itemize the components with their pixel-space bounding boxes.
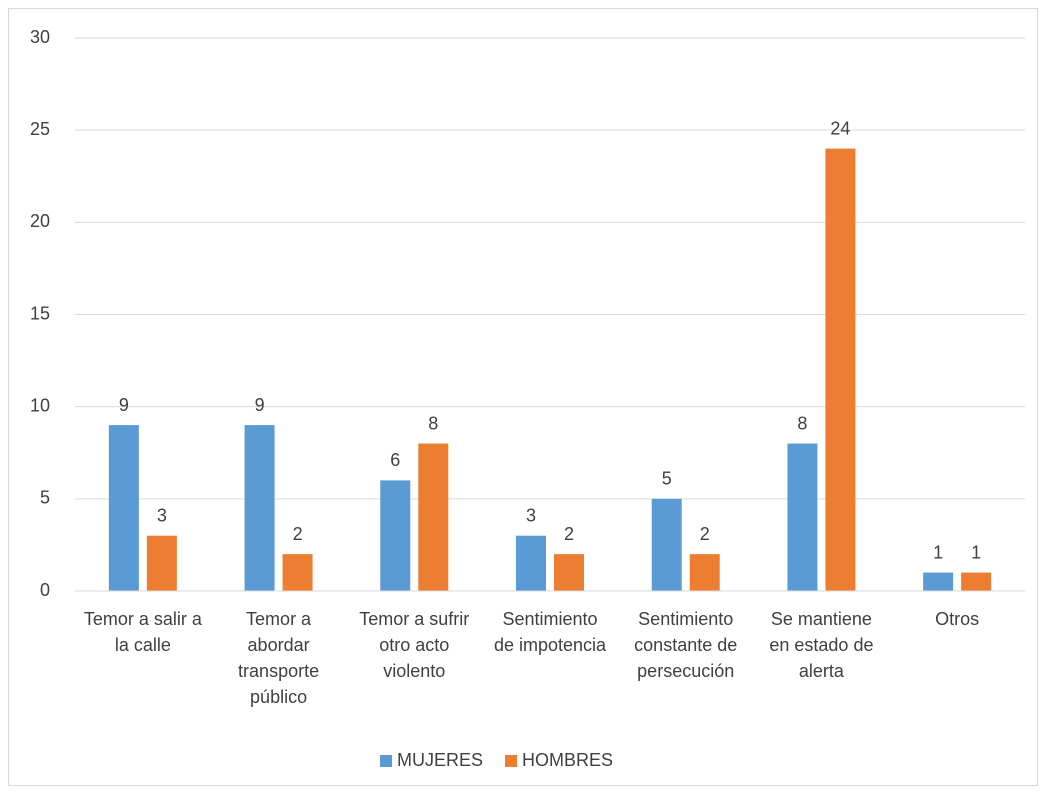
data-label: 5 <box>662 469 672 489</box>
x-tick-line: la calle <box>115 635 171 655</box>
x-tick-label: Otros <box>935 609 979 629</box>
legend-swatch <box>380 755 392 767</box>
x-tick-line: público <box>250 687 307 707</box>
y-tick-label: 10 <box>30 395 50 415</box>
bar <box>825 148 856 591</box>
bar <box>418 443 449 591</box>
bar <box>554 554 584 591</box>
x-tick-line: transporte <box>238 661 319 681</box>
y-tick-label: 0 <box>40 580 50 600</box>
bar <box>961 572 992 591</box>
x-tick-line: persecución <box>637 661 734 681</box>
x-tick-line: otro acto <box>379 635 449 655</box>
chart-border <box>8 8 1038 786</box>
x-tick-label: Sentimiento de impotencia <box>494 609 607 655</box>
data-label: 1 <box>971 542 981 562</box>
bar <box>651 498 682 591</box>
data-label: 6 <box>390 450 400 470</box>
x-tick-line: Temor a sufrir <box>359 609 469 629</box>
bar <box>689 554 720 591</box>
x-tick-line: Se mantiene <box>771 609 872 629</box>
x-tick-line: Sentimiento <box>638 609 733 629</box>
data-label: 8 <box>797 413 807 433</box>
y-tick-label: 5 <box>40 488 50 508</box>
y-tick-label: 15 <box>30 303 50 323</box>
x-tick-line: Temor a <box>246 609 312 629</box>
bar <box>244 425 275 591</box>
bar <box>516 535 546 591</box>
data-label: 1 <box>933 542 943 562</box>
data-label: 24 <box>830 118 850 138</box>
data-label: 9 <box>255 395 265 415</box>
x-tick-line: violento <box>383 661 445 681</box>
x-tick-label: Se mantiene en estado de alerta <box>769 609 873 681</box>
data-label: 8 <box>428 413 438 433</box>
data-label: 2 <box>564 524 574 544</box>
legend-label: MUJERES <box>397 750 483 770</box>
data-label: 9 <box>119 395 129 415</box>
x-tick-line: abordar <box>248 635 310 655</box>
bar <box>146 535 177 591</box>
x-tick-line: constante de <box>634 635 737 655</box>
x-tick-label: Temor a abordar transporte público <box>238 609 319 707</box>
x-tick-line: Temor a salir a <box>84 609 203 629</box>
bar <box>380 480 411 591</box>
y-tick-label: 20 <box>30 211 50 231</box>
x-tick-label: Temor a sufrir otro acto violento <box>359 609 469 681</box>
data-label: 2 <box>293 524 303 544</box>
legend-label: HOMBRES <box>522 750 613 770</box>
x-tick-line: de impotencia <box>494 635 607 655</box>
bar <box>923 572 954 591</box>
bar <box>787 443 818 591</box>
legend-swatch <box>505 755 518 767</box>
x-tick-line: alerta <box>799 661 845 681</box>
y-tick-label: 30 <box>30 27 50 47</box>
x-tick-line: Sentimiento <box>502 609 597 629</box>
x-tick-line: Otros <box>935 609 979 629</box>
x-tick-line: en estado de <box>769 635 873 655</box>
x-tick-label: Temor a salir a la calle <box>84 609 203 655</box>
bar <box>282 554 313 591</box>
data-label: 3 <box>526 505 536 525</box>
x-tick-label: Sentimiento constante de persecución <box>634 609 737 681</box>
bar <box>108 425 139 591</box>
data-label: 3 <box>157 505 167 525</box>
data-label: 2 <box>700 524 710 544</box>
y-tick-label: 25 <box>30 119 50 139</box>
